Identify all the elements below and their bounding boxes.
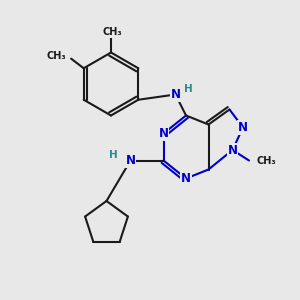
- Text: H: H: [109, 150, 118, 160]
- Text: N: N: [238, 121, 248, 134]
- Text: N: N: [227, 143, 238, 157]
- Text: N: N: [181, 172, 191, 185]
- Text: CH₃: CH₃: [256, 155, 276, 166]
- Text: N: N: [125, 154, 136, 167]
- Text: N: N: [158, 127, 169, 140]
- Text: H: H: [184, 84, 193, 94]
- Text: CH₃: CH₃: [46, 51, 66, 61]
- Text: CH₃: CH₃: [103, 27, 122, 38]
- Text: N: N: [170, 88, 181, 101]
